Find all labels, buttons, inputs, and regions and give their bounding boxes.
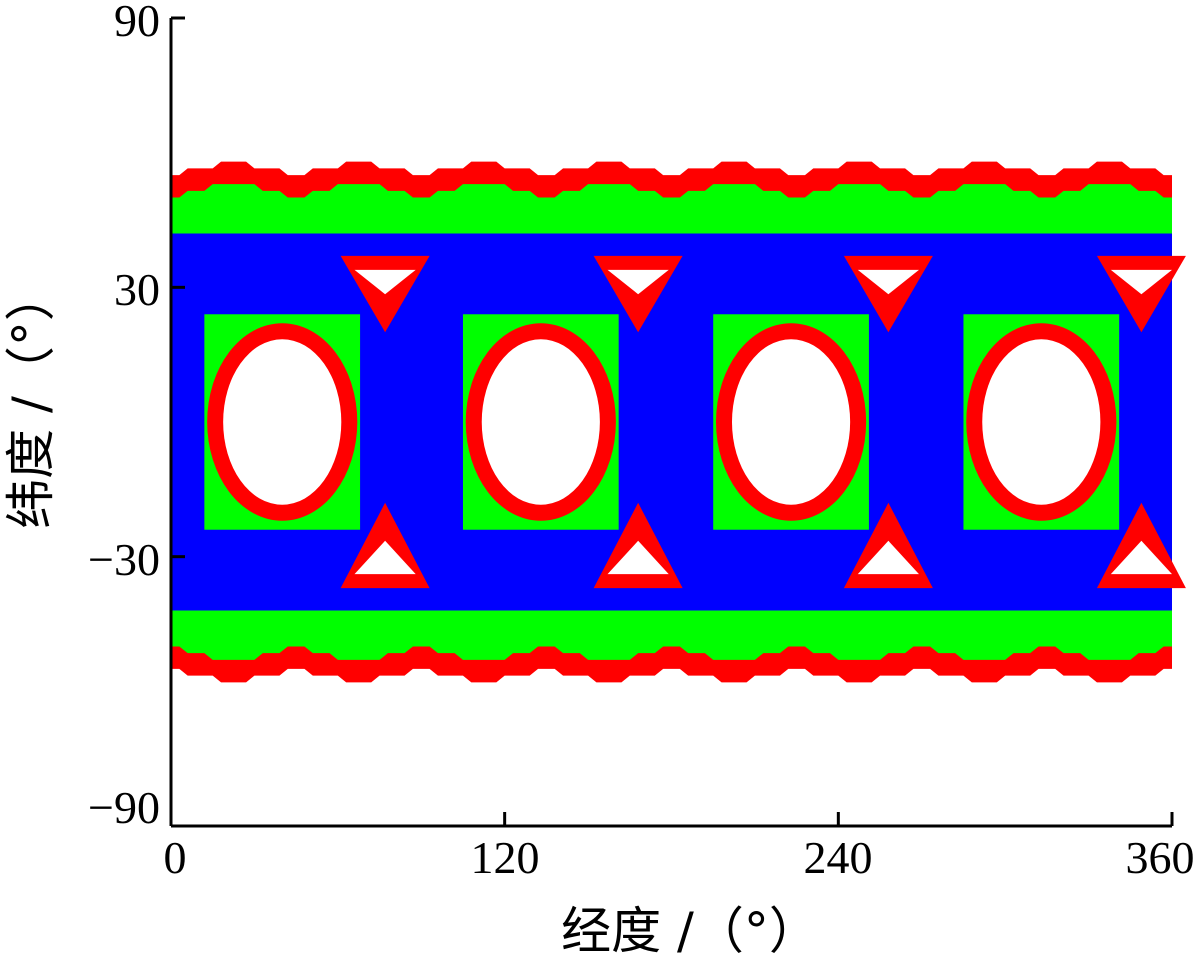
north-small-gap-hole-1 — [607, 269, 669, 295]
north-edge-green-band — [171, 184, 1172, 234]
south-edge-green-band — [171, 610, 1172, 660]
ticks — [169, 16, 1174, 828]
axes — [169, 16, 1174, 828]
y-tick-label-90: 90 — [114, 0, 160, 46]
large-gap-hole-3 — [982, 339, 1101, 505]
north-small-gap-hole-3 — [1110, 269, 1172, 295]
y-axis-title: 纬度 /（°） — [2, 271, 60, 529]
large-gap-hole-2 — [731, 339, 851, 505]
north-edge-red-band — [171, 161, 1172, 198]
x-axis-title: 经度 /（°） — [561, 902, 819, 960]
south-edge-red-band — [171, 646, 1172, 683]
x-tick-label-240: 240 — [804, 832, 873, 883]
large-gap-hole-0 — [223, 339, 342, 505]
south-small-gap-hole-3 — [1110, 540, 1172, 575]
x-tick-label-120: 120 — [471, 832, 540, 883]
x-tick-label-0: 0 — [164, 832, 187, 883]
north-small-gap-hole-2 — [857, 269, 919, 295]
x-tick-label-360: 360 — [1126, 832, 1195, 883]
tick-labels: 90 30 −30 −90 0 120 240 360 — [88, 0, 1194, 883]
large-gap-hole-1 — [481, 339, 600, 505]
south-small-gap-hole-0 — [354, 540, 416, 575]
plot-area — [171, 161, 1186, 683]
y-tick-label-neg90: −90 — [88, 782, 160, 833]
y-tick-label-30: 30 — [114, 264, 160, 315]
south-small-gap-hole-1 — [607, 540, 669, 575]
south-small-gap-hole-2 — [857, 540, 919, 575]
north-small-gap-hole-0 — [354, 269, 416, 295]
y-tick-label-neg30: −30 — [88, 534, 160, 585]
